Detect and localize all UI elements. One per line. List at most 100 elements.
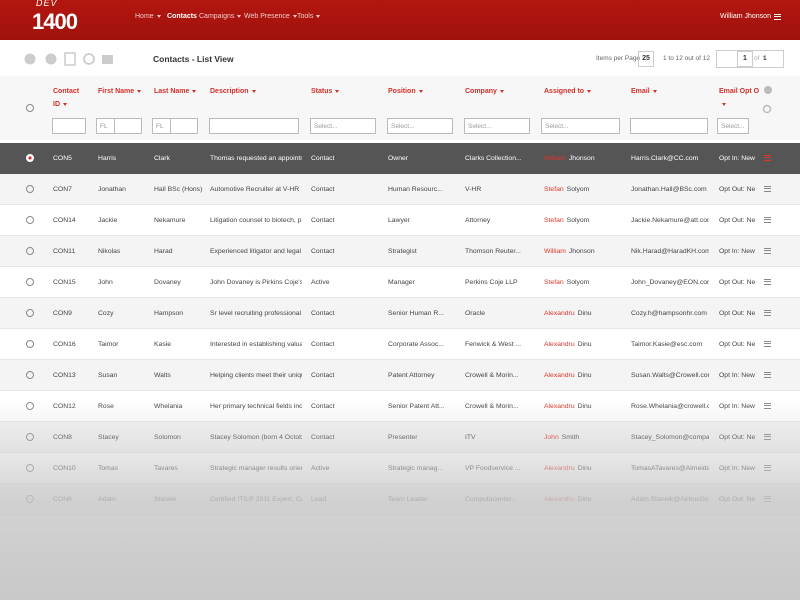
table-row[interactable]: CON6 Adam Staniek Certified ITIL® 2011 Expe… (0, 484, 800, 515)
refresh-icon[interactable] (83, 53, 95, 65)
assignee-first[interactable]: William (544, 248, 566, 255)
row-menu[interactable] (764, 496, 771, 502)
row-menu[interactable] (764, 341, 771, 347)
table-row[interactable]: CON12 Rose Whelania Her primary technical f… (0, 391, 800, 422)
assignee-first[interactable]: Alexandru (544, 403, 575, 410)
assignee-first[interactable]: Alexandru (544, 465, 575, 472)
row-menu[interactable] (764, 372, 771, 378)
table-row[interactable]: CON7 Jonathan Hall BSc (Hons) Automotive Re… (0, 174, 800, 205)
nav-item[interactable]: Home (135, 13, 161, 20)
user-name[interactable]: William Jhonson (720, 13, 771, 20)
table-row[interactable]: CON14 Jackie Nekamure Litigation counsel to… (0, 205, 800, 236)
nav-item[interactable]: Web Presence (244, 13, 297, 20)
column-header[interactable]: Position (388, 85, 466, 98)
add-icon[interactable] (45, 53, 57, 65)
sort-caret[interactable] (418, 89, 423, 93)
search-icon[interactable] (762, 104, 772, 114)
assignee-first[interactable]: William (544, 155, 566, 162)
assignee-first[interactable]: Stefan (544, 217, 564, 224)
column-header[interactable]: Status (311, 85, 389, 98)
assignee-last[interactable]: Jhonson (568, 155, 595, 162)
table-row[interactable]: CON9 Cozy Hampson Sr level recruiting profe… (0, 298, 800, 329)
nav-item[interactable]: Tools (297, 13, 321, 20)
column-header[interactable]: First Name (98, 85, 160, 98)
row-radio[interactable] (26, 402, 34, 410)
sort-caret[interactable] (335, 89, 340, 93)
table-row[interactable]: CON11 Nikolas Harad Experienced litigator a… (0, 236, 800, 267)
menu-button[interactable] (774, 14, 781, 20)
table-row[interactable]: CON10 Tomas Tavares Strategic manager resul… (0, 453, 800, 484)
assignee-last[interactable]: Solyom (566, 217, 590, 224)
assignee-last[interactable]: Dinu (577, 372, 592, 379)
check-icon[interactable] (24, 53, 36, 65)
assignee-last[interactable]: Dinu (577, 310, 592, 317)
filter-input[interactable] (209, 118, 299, 134)
filter-input[interactable]: Select... (541, 118, 620, 134)
filter-input[interactable]: Select... (464, 118, 530, 134)
filter-input[interactable] (630, 118, 708, 134)
select-all[interactable] (26, 104, 34, 112)
assignee-last[interactable]: Dinu (577, 465, 592, 472)
sort-caret[interactable] (63, 102, 67, 106)
row-radio[interactable] (26, 154, 34, 162)
column-header[interactable]: Assigned to (544, 85, 632, 98)
row-menu[interactable] (764, 279, 771, 285)
row-menu[interactable] (764, 248, 771, 254)
table-row[interactable]: CON8 Stacey Solomon Stacey Solomon (born 4 … (0, 422, 800, 453)
assignee-last[interactable]: Dinu (577, 403, 592, 410)
items-select[interactable]: 25 (638, 51, 654, 67)
row-radio[interactable] (26, 278, 34, 286)
sort-caret[interactable] (251, 89, 256, 93)
row-radio[interactable] (26, 216, 34, 224)
row-menu[interactable] (764, 465, 771, 471)
grid-icon[interactable] (64, 52, 76, 66)
assignee-first[interactable]: Alexandru (544, 372, 575, 379)
assignee-first[interactable]: Alexandru (544, 341, 575, 348)
column-header[interactable]: Contact ID (53, 88, 80, 108)
row-menu[interactable] (764, 217, 771, 223)
assignee-last[interactable]: Solyom (566, 279, 590, 286)
row-radio[interactable] (26, 433, 34, 441)
assignee-first[interactable]: Stefan (544, 186, 564, 193)
sort-caret[interactable] (192, 89, 197, 93)
settings-icon[interactable] (764, 86, 772, 94)
row-radio[interactable] (26, 309, 34, 317)
assignee-last[interactable]: Smith (561, 434, 580, 441)
filter-input[interactable]: Select... (387, 118, 453, 134)
row-menu[interactable] (764, 403, 771, 409)
filter-input[interactable] (170, 118, 198, 134)
nav-item[interactable]: Contacts (167, 13, 197, 20)
sort-caret[interactable] (652, 89, 657, 93)
filter-input[interactable] (114, 118, 142, 134)
row-menu[interactable] (764, 155, 771, 161)
row-radio[interactable] (26, 371, 34, 379)
row-radio[interactable] (26, 185, 34, 193)
table-row[interactable]: CON5 Harris Clark Thomas requested an appoi… (0, 143, 800, 174)
row-radio[interactable] (26, 495, 34, 503)
row-menu[interactable] (764, 310, 771, 316)
filter-input[interactable]: Select... (310, 118, 376, 134)
sort-caret[interactable] (587, 89, 592, 93)
assignee-first[interactable]: John (544, 434, 559, 441)
assignee-last[interactable]: Jhonson (568, 248, 595, 255)
assignee-last[interactable]: Solyom (566, 186, 590, 193)
row-menu[interactable] (764, 186, 771, 192)
table-row[interactable]: CON15 John Dovaney John Dovaney is Pirkins … (0, 267, 800, 298)
column-header[interactable]: Email Opt O (719, 85, 765, 111)
assignee-first[interactable]: Alexandru (544, 496, 575, 503)
filter-input[interactable] (52, 118, 86, 134)
table-row[interactable]: CON16 Taimor Kasie Interested in establishi… (0, 329, 800, 360)
folder-icon[interactable] (102, 55, 113, 64)
row-radio[interactable] (26, 464, 34, 472)
column-header[interactable]: Company (465, 85, 543, 98)
row-menu[interactable] (764, 434, 771, 440)
sort-caret[interactable] (137, 89, 142, 93)
assignee-first[interactable]: Alexandru (544, 310, 575, 317)
nav-item[interactable]: Campaigns (199, 13, 242, 20)
assignee-last[interactable]: Dinu (577, 496, 592, 503)
row-radio[interactable] (26, 340, 34, 348)
assignee-first[interactable]: Stefan (544, 279, 564, 286)
row-radio[interactable] (26, 247, 34, 255)
table-row[interactable]: CON13 Susan Walts Helping clients meet thei… (0, 360, 800, 391)
column-header[interactable]: Email (631, 85, 719, 98)
